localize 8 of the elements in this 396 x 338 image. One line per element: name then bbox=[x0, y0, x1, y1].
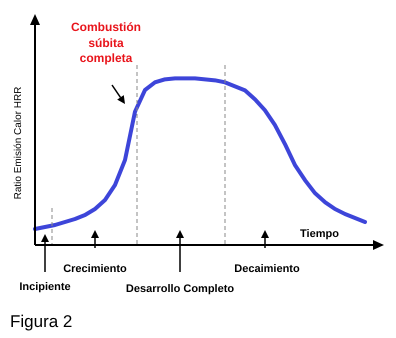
text: Incipiente bbox=[18, 280, 72, 294]
text: Decaimiento bbox=[233, 262, 301, 276]
text: Combustión súbita completa bbox=[70, 20, 142, 67]
x-axis-title: Tiempo bbox=[300, 228, 339, 240]
text: Crecimiento bbox=[62, 262, 128, 276]
text: Desarrollo Completo bbox=[124, 282, 236, 296]
y-axis-title: Ratio Emisión Calor HRR bbox=[13, 86, 24, 200]
text: Figura 2 bbox=[10, 311, 74, 333]
